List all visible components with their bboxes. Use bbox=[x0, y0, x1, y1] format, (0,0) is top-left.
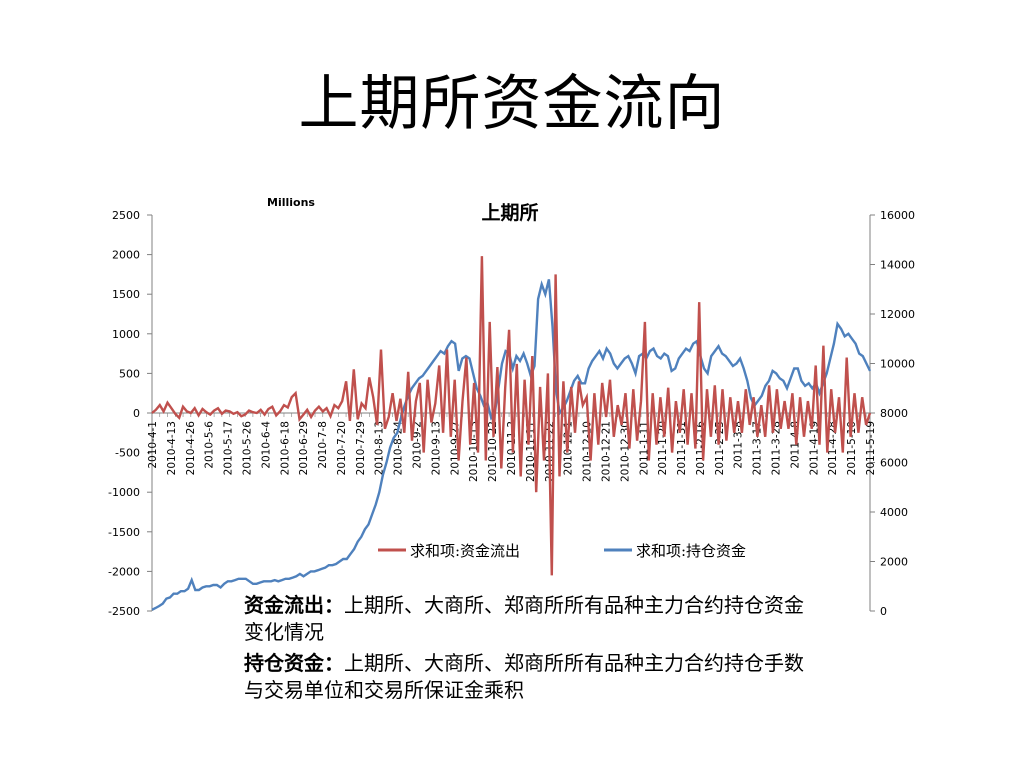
right-tick-label: 14000 bbox=[880, 259, 915, 272]
x-tick-label: 2010-7-29 bbox=[355, 421, 367, 475]
x-tick-label: 2010-7-8 bbox=[317, 421, 329, 469]
x-tick-label: 2010-9-2 bbox=[412, 421, 424, 469]
left-tick-label: -2500 bbox=[108, 605, 140, 618]
definition-term-flow: 资金流出： bbox=[244, 593, 344, 617]
unit-label: Millions bbox=[267, 196, 315, 209]
x-tick-label: 2010-4-13 bbox=[166, 421, 178, 475]
x-tick-label: 2010-4-1 bbox=[147, 421, 159, 469]
left-axis-ticks: -2500 -2000 -1500 -1000 -500 0 500 1000 1500 2000… bbox=[108, 209, 152, 618]
x-tick-label: 2010-12-10 bbox=[582, 421, 594, 482]
chart-title: 上期所 bbox=[481, 202, 538, 224]
x-tick-label: 2011-5-10 bbox=[846, 421, 858, 475]
left-tick-label: 500 bbox=[119, 367, 140, 380]
right-axis-ticks: 0 2000 4000 6000 8000 10000 12000 14000 16000 bbox=[870, 209, 915, 618]
x-tick-label: 2010-5-6 bbox=[204, 421, 216, 469]
definition-term-position: 持仓资金： bbox=[244, 651, 344, 675]
right-tick-label: 0 bbox=[880, 605, 887, 618]
right-tick-label: 12000 bbox=[880, 308, 915, 321]
x-tick-label: 2010-10-22 bbox=[487, 421, 499, 482]
x-tick-label: 2010-9-13 bbox=[430, 421, 442, 475]
right-tick-label: 10000 bbox=[880, 358, 915, 371]
x-tick-label: 2011-5-19 bbox=[865, 421, 877, 475]
x-axis-ticks: 2010-4-1 2010-4-13 2010-4-26 2010-5-6 2010-5… bbox=[147, 421, 877, 482]
left-tick-label: 2000 bbox=[112, 249, 140, 262]
x-tick-label: 2011-1-31 bbox=[676, 421, 688, 475]
definition-flow: 资金流出：上期所、大商所、郑商所所有品种主力合约持仓资金变化情况 bbox=[244, 592, 804, 646]
right-tick-label: 4000 bbox=[880, 506, 908, 519]
definition-position: 持仓资金：上期所、大商所、郑商所所有品种主力合约持仓手数与交易单位和交易所保证金… bbox=[244, 650, 804, 704]
right-tick-label: 6000 bbox=[880, 457, 908, 470]
left-tick-label: -2000 bbox=[108, 565, 140, 578]
legend-label-flow: 求和项:资金流出 bbox=[410, 542, 520, 560]
x-tick-label: 2010-6-18 bbox=[279, 421, 291, 475]
x-tick-label: 2011-1-20 bbox=[657, 421, 669, 475]
x-tick-label: 2010-5-17 bbox=[223, 421, 235, 475]
right-tick-label: 2000 bbox=[880, 556, 908, 569]
left-tick-label: 2500 bbox=[112, 209, 140, 222]
left-tick-label: -500 bbox=[115, 447, 140, 460]
x-tick-label: 2010-6-4 bbox=[260, 421, 272, 469]
definitions: 资金流出：上期所、大商所、郑商所所有品种主力合约持仓资金变化情况 持仓资金：上期… bbox=[244, 592, 804, 708]
x-tick-label: 2010-7-20 bbox=[336, 421, 348, 475]
definition-text-flow: 上期所、大商所、郑商所所有品种主力合约持仓资金变化情况 bbox=[244, 593, 804, 644]
left-tick-label: 0 bbox=[133, 407, 140, 420]
series-line-flow bbox=[151, 256, 872, 576]
x-tick-label: 2010-5-26 bbox=[241, 421, 253, 476]
left-tick-label: -1000 bbox=[108, 486, 140, 499]
left-tick-label: -1500 bbox=[108, 526, 140, 539]
x-tick-label: 2011-4-19 bbox=[808, 421, 820, 475]
x-tick-label: 2010-12-21 bbox=[600, 421, 612, 482]
right-tick-label: 16000 bbox=[880, 209, 915, 222]
left-tick-label: 1000 bbox=[112, 328, 140, 341]
definition-text-position: 上期所、大商所、郑商所所有品种主力合约持仓手数与交易单位和交易所保证金乘积 bbox=[244, 651, 804, 702]
slide-title: 上期所资金流向 bbox=[298, 69, 726, 139]
left-tick-label: 1500 bbox=[112, 288, 140, 301]
chart-legend: 求和项:资金流出 求和项:持仓资金 bbox=[378, 542, 746, 560]
x-tick-label: 2010-6-29 bbox=[298, 421, 310, 475]
x-tick-label: 2011-4-28 bbox=[827, 421, 839, 475]
legend-label-position: 求和项:持仓资金 bbox=[636, 542, 746, 560]
x-tick-label: 2011-3-28 bbox=[771, 421, 783, 475]
right-tick-label: 8000 bbox=[880, 407, 908, 420]
x-tick-label: 2010-8-13 bbox=[374, 421, 386, 475]
x-tick-label: 2011-3-17 bbox=[752, 421, 764, 475]
x-tick-label: 2010-4-26 bbox=[185, 421, 197, 476]
